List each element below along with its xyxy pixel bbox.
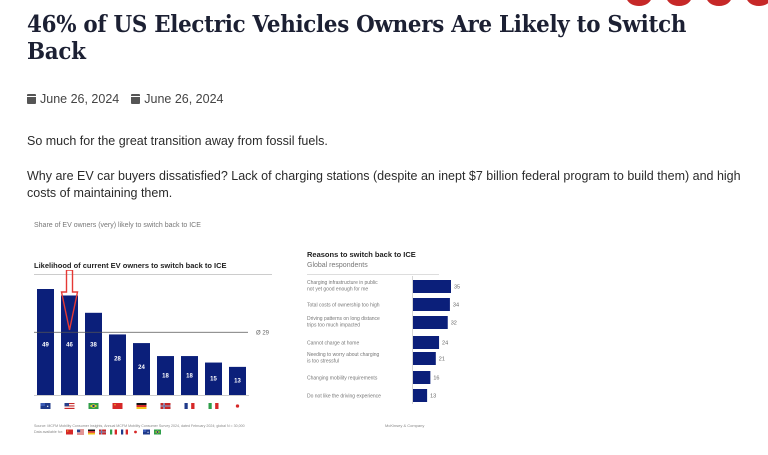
reason-bar [413, 336, 440, 349]
calendar-icon [131, 94, 141, 104]
article-figure: Share of EV owners (very) likely to swit… [20, 210, 460, 450]
bar-value-label: 15 [210, 376, 217, 382]
date-label: June 26, 2024 [40, 92, 120, 106]
reason-category-label: Changing mobility requirements [307, 376, 378, 382]
share-button[interactable] [666, 0, 692, 6]
bar-value-label: 13 [234, 378, 241, 384]
bar-value-label: 18 [162, 373, 169, 379]
bar-value-label: 49 [42, 342, 49, 348]
small-flag-us [76, 429, 84, 435]
left-chart-rule [34, 274, 272, 275]
share-button[interactable] [746, 0, 768, 6]
share-button[interactable] [706, 0, 732, 6]
flag-jp [232, 403, 243, 409]
figure-caption: Share of EV owners (very) likely to swit… [34, 222, 201, 229]
reason-bar [413, 352, 436, 365]
left-bar-chart: 49 46 38 28 24 18 18 15 13 Ø 29 [34, 270, 270, 409]
data-available-flags [65, 429, 161, 435]
date-label: June 26, 2024 [144, 92, 224, 106]
calendar-icon [27, 94, 36, 104]
reason-value-label: 21 [439, 357, 445, 363]
published-date[interactable]: June 26, 2024 [27, 92, 119, 106]
bar-no [157, 356, 174, 395]
bar-au [37, 289, 54, 395]
small-flag-fr [120, 429, 128, 435]
small-flag-au [142, 429, 150, 435]
small-flag-it [109, 429, 117, 435]
flag-no [160, 403, 171, 409]
small-flag-jp [131, 429, 139, 435]
small-flag-cn [65, 429, 73, 435]
reason-bar [413, 316, 448, 329]
flag-de [136, 403, 147, 409]
reason-category-label: Driving patterns on long distance trips t… [307, 316, 380, 329]
reason-value-label: 24 [442, 341, 448, 347]
left-chart-title: Likelihood of current EV owners to switc… [34, 261, 227, 270]
bar-fr [181, 356, 198, 395]
bar-us [61, 295, 78, 395]
reason-category-label: Total costs of ownership too high [307, 303, 380, 309]
bar-jp [229, 366, 246, 395]
right-chart-subtitle: Global respondents [307, 262, 368, 269]
reason-bar [413, 298, 450, 311]
highlight-arrow [60, 270, 79, 331]
reason-category-label: Do not like the driving experience [307, 394, 381, 400]
brand-credit: McKinsey & Company [385, 423, 425, 428]
bar-de [133, 343, 150, 395]
reason-value-label: 16 [433, 376, 439, 382]
bar-value-label: 46 [66, 342, 73, 348]
right-bar-chart: 35 Charging infrastructure in public not y… [307, 276, 460, 404]
bar-value-label: 28 [114, 356, 121, 362]
data-available-label: Data available for: [34, 430, 63, 434]
reason-value-label: 35 [454, 285, 460, 291]
reason-bar [413, 389, 428, 402]
right-chart-title: Reasons to switch back to ICE [307, 250, 416, 259]
flag-it [208, 403, 219, 409]
reason-bar [413, 280, 451, 293]
article-title: 46% of US Electric Vehicles Owners Are L… [27, 11, 687, 65]
reason-value-label: 32 [451, 321, 457, 327]
flag-us [64, 403, 75, 409]
reason-category-label: Needing to worry about charging is too st… [307, 352, 379, 365]
flag-br [88, 403, 99, 409]
share-buttons [626, 0, 768, 6]
small-flag-de [87, 429, 95, 435]
article-paragraph: So much for the great transition away fr… [27, 134, 328, 148]
small-flag-br [153, 429, 161, 435]
source-text: Source: MCFM Mobility Consumer Insights,… [34, 424, 245, 428]
bar-it [205, 362, 222, 395]
reason-value-label: 34 [453, 303, 459, 309]
flag-au [40, 403, 51, 409]
bar-value-label: 18 [186, 373, 193, 379]
bar-value-label: 24 [138, 365, 145, 371]
reason-bar [413, 371, 431, 384]
bar-cn [109, 334, 126, 395]
small-flag-no [98, 429, 106, 435]
figure-source: Source: MCFM Mobility Consumer Insights,… [34, 423, 274, 435]
reason-value-label: 13 [430, 394, 436, 400]
article-paragraph: Why are EV car buyers dissatisfied? Lack… [27, 169, 741, 200]
data-available-row: Data available for: [34, 429, 274, 435]
article-meta: June 26, 2024 June 26, 2024 [27, 92, 224, 106]
right-chart-rule [307, 274, 439, 275]
share-button[interactable] [626, 0, 652, 6]
reason-category-label: Charging infrastructure in public not yet… [307, 280, 378, 293]
bar-value-label: 38 [90, 342, 97, 348]
modified-date[interactable]: June 26, 2024 [131, 92, 224, 106]
flag-cn [112, 403, 123, 409]
average-label: Ø 29 [256, 330, 270, 336]
flag-fr [184, 403, 195, 409]
reason-category-label: Cannot charge at home [307, 341, 359, 347]
bar-br [85, 312, 102, 395]
